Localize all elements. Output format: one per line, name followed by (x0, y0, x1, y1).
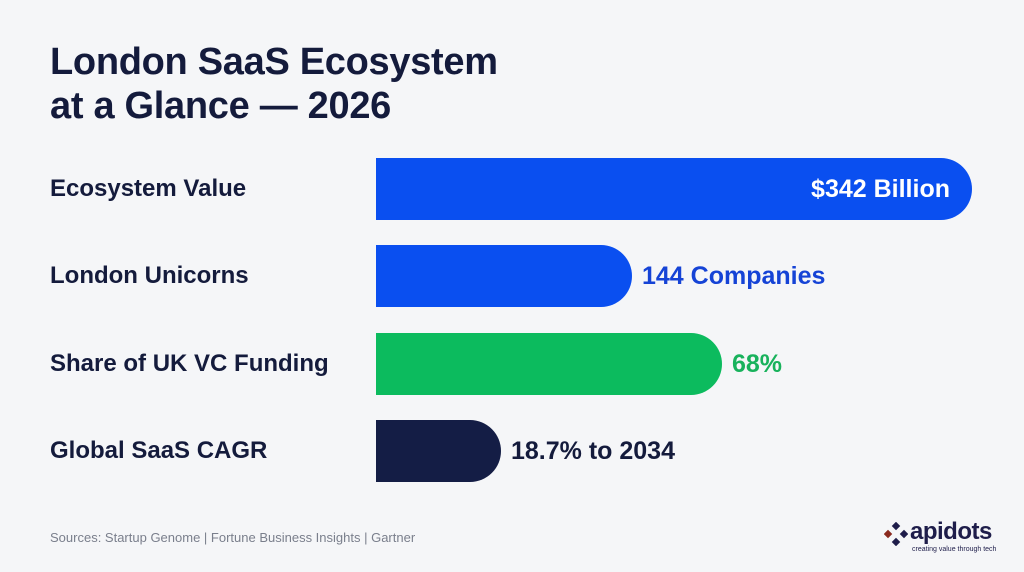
value-label: 18.7% to 2034 (511, 437, 675, 465)
sources-note: Sources: Startup Genome | Fortune Busine… (50, 530, 416, 545)
value-label: 144 Companies (642, 262, 826, 290)
bar (376, 158, 972, 220)
title-line-2: at a Glance — 2026 (50, 85, 392, 127)
category-label: Share of UK VC Funding (50, 350, 329, 377)
logo-wordmark: apidots (910, 518, 992, 545)
category-label: Ecosystem Value (50, 175, 247, 202)
logo-diamond-icon (884, 522, 908, 546)
bar-row: Share of UK VC Funding 68% (0, 333, 1024, 395)
bar-row: London Unicorns 144 Companies (0, 245, 1024, 307)
value-label: $342 Billion (811, 175, 950, 203)
value-label: 68% (732, 350, 783, 378)
category-label: Global SaaS CAGR (50, 437, 268, 464)
bar (376, 420, 501, 482)
bar (376, 245, 632, 307)
bar-row: Global SaaS CAGR 18.7% to 2034 (0, 420, 1024, 482)
chart-title: London SaaS Ecosystem at a Glance — 2026 (50, 40, 498, 128)
title-line-1: London SaaS Ecosystem (50, 41, 498, 83)
logo-tagline: creating value through tech (912, 546, 997, 553)
bar (376, 333, 722, 395)
bar-row: Ecosystem Value $342 Billion (0, 158, 1024, 220)
category-label: London Unicorns (50, 262, 249, 289)
